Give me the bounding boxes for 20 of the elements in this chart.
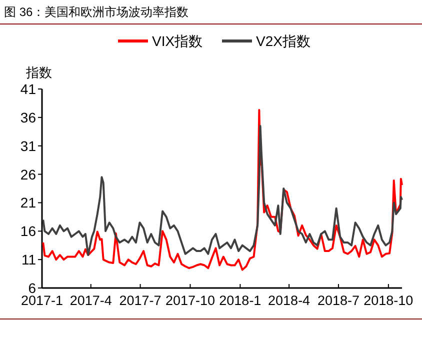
x-tick-label: 2017-4 xyxy=(70,293,112,308)
y-tick-label: 21 xyxy=(20,194,36,211)
y-tick-label: 16 xyxy=(20,223,36,240)
x-tick-label: 2018-7 xyxy=(317,293,360,308)
x-tick-label: 2017-10 xyxy=(165,293,216,308)
x-tick-label: 2017-1 xyxy=(20,293,64,308)
legend-label: V2X指数 xyxy=(256,33,310,49)
y-tick-label: 41 xyxy=(20,81,36,97)
y-tick-label: 11 xyxy=(21,252,36,268)
y-tick-label: 31 xyxy=(20,138,36,154)
x-tick-label: 2017-7 xyxy=(119,293,162,308)
y-axis-title: 指数 xyxy=(25,65,52,80)
x-tick-label: 2018-4 xyxy=(268,293,311,308)
legend-label: VIX指数 xyxy=(152,33,203,49)
x-tick-label: 2018-1 xyxy=(219,293,262,308)
x-tick-label: 2018-10 xyxy=(364,293,414,308)
y-tick-label: 6 xyxy=(28,280,36,296)
chart-title: 图 36：美国和欧洲市场波动率指数 xyxy=(4,5,189,19)
y-tick-label: 36 xyxy=(20,109,36,126)
y-tick-label: 26 xyxy=(20,166,36,182)
